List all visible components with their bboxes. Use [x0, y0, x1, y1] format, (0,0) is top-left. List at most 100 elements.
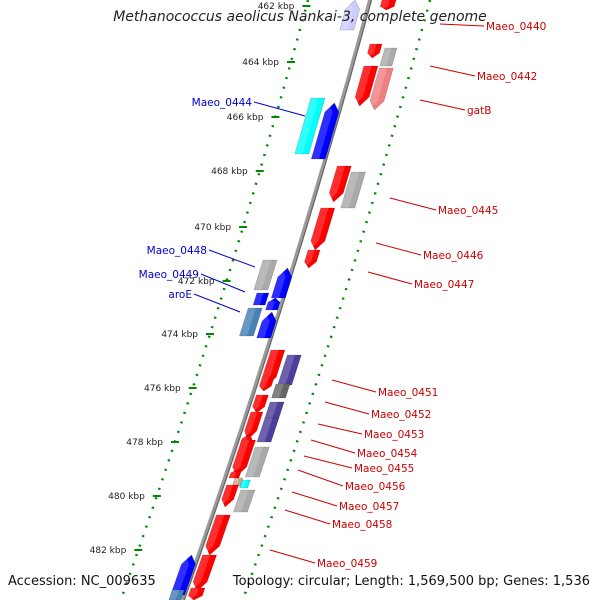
gene-maeo-0448b-sheen	[271, 268, 286, 298]
label-leader	[317, 423, 363, 435]
gene-maeo-0461-sheen	[187, 588, 199, 600]
gene-label-maeo-0459[interactable]: Maeo_0459	[317, 558, 377, 570]
gene-maeo-0453b-sheen	[242, 412, 258, 440]
gene-label-maeo-0446[interactable]: Maeo_0446	[423, 250, 484, 262]
gene-maeo-0439	[339, 0, 360, 31]
scale-tick-label: 462 kbp	[258, 2, 295, 12]
gene-label-maeo-0452[interactable]: Maeo_0452	[371, 409, 431, 421]
gene-maeo-0460	[192, 554, 218, 592]
label-leader	[419, 99, 466, 111]
gene-maeo-0444b-sheen	[311, 103, 333, 159]
gene-aroe	[238, 307, 263, 337]
scale-tick-label: 468 kbp	[211, 167, 248, 177]
gene-maeo-0447-sheen	[303, 250, 315, 268]
genome-summary-text: Topology: circular; Length: 1,569,500 bp…	[232, 574, 590, 589]
scale-tick-label: 464 kbp	[242, 58, 279, 68]
gene-maeo-0444-sheen	[294, 98, 319, 154]
gene-maeo-0461b	[168, 589, 185, 600]
gene-maeo-0456b-sheen	[232, 478, 240, 486]
gene-maeo-0448	[253, 259, 278, 291]
scale-tick-label: 466 kbp	[227, 113, 264, 123]
gene-maeo-0453-sheen	[264, 402, 278, 418]
gene-label-maeo-0449[interactable]: Maeo_0449	[139, 269, 199, 281]
gene-maeo-0453b	[244, 411, 264, 441]
gene-maeo-0439-sheen	[339, 0, 354, 30]
scale-tick-label: 476 kbp	[144, 384, 181, 394]
gene-arob	[265, 297, 281, 311]
gene-maeo-0445-sheen	[327, 166, 345, 202]
gene-label-maeo-0444[interactable]: Maeo_0444	[192, 97, 253, 109]
gene-maeo-0456c	[239, 479, 251, 489]
gene-aroe-b	[256, 311, 277, 339]
gene-label-maeo-0456[interactable]: Maeo_0456	[345, 481, 406, 493]
scale-tick-label: 470 kbp	[194, 223, 231, 233]
gene-label-maeo-0442[interactable]: Maeo_0442	[477, 71, 537, 83]
gene-maeo-0457-sheen	[219, 485, 234, 507]
gene-aroe-b-sheen	[256, 312, 270, 338]
gene-label-maeo-0457[interactable]: Maeo_0457	[339, 501, 399, 513]
gene-label-maeo-0451[interactable]: Maeo_0451	[378, 387, 438, 399]
gene-maeo-0456c-sheen	[239, 480, 247, 488]
gene-maeo-0445	[328, 165, 352, 203]
gene-maeo-0456	[228, 469, 242, 479]
label-leader	[331, 379, 377, 393]
gene-maeo-0448-sheen	[253, 260, 271, 290]
label-leader	[284, 509, 331, 525]
gene-label-maeo-0445[interactable]: Maeo_0445	[438, 205, 498, 217]
gene-gatb-sheen	[368, 68, 387, 110]
gene-maeo-0451b	[277, 354, 302, 386]
gene-maeo-0459-sheen	[203, 515, 225, 555]
gene-maeo-0440-sheen	[380, 0, 390, 10]
label-leader	[367, 271, 413, 285]
gene-maeo-0455-sheen	[230, 440, 250, 476]
gene-label-maeo-0453[interactable]: Maeo_0453	[364, 429, 424, 441]
gene-label-maeo-0440[interactable]: Maeo_0440	[486, 21, 546, 33]
gene-maeo-0452	[271, 383, 291, 399]
gene-label-maeo-0448[interactable]: Maeo_0448	[147, 245, 207, 257]
gene-maeo-0454-sheen	[257, 418, 273, 442]
gene-features	[168, 0, 398, 600]
gene-maeo-0455	[232, 439, 257, 477]
label-leader	[269, 549, 316, 564]
gene-maeo-0445b	[340, 171, 366, 209]
gene-label-maeo-0447[interactable]: Maeo_0447	[414, 279, 474, 291]
gene-label-maeo-0458[interactable]: Maeo_0458	[332, 519, 392, 531]
scale-ticks: 462 kbp 464 kbp 466 kbp 468 kbp 470 kbp 472 k…	[90, 2, 311, 556]
gene-label-gatb[interactable]: gatB	[467, 105, 491, 117]
gene-maeo-0458-sheen	[233, 490, 249, 512]
gene-maeo-0457	[221, 484, 240, 508]
gene-maeo-0445b-sheen	[340, 172, 360, 208]
label-leader	[193, 293, 241, 313]
gene-maeo-0456b	[231, 477, 244, 487]
gene-maeo-0449	[252, 292, 270, 306]
scale-tick-label: 478 kbp	[126, 438, 163, 448]
gene-maeo-0446-sheen	[308, 208, 329, 250]
label-leader	[429, 65, 476, 77]
gene-maeo-0451b-sheen	[277, 355, 295, 385]
label-leader	[253, 101, 306, 117]
gene-maeo-0441-sheen	[366, 44, 377, 58]
gene-maeo-0461b-sheen	[168, 590, 179, 600]
gene-maeo-0449-sheen	[253, 293, 264, 305]
gene-maeo-0446	[310, 207, 336, 251]
backbone-line	[180, 0, 372, 600]
gene-maeo-0456-sheen	[228, 470, 237, 478]
gene-label-maeo-0455[interactable]: Maeo_0455	[354, 463, 414, 475]
label-leader	[324, 401, 370, 415]
scale-tick-label: 472 kbp	[178, 277, 215, 287]
label-leader	[291, 491, 338, 507]
gene-label-aroe[interactable]: aroE	[168, 289, 192, 301]
label-leader	[200, 273, 246, 293]
gene-gatb	[369, 67, 394, 111]
gene-maeo-0440	[379, 0, 397, 11]
gene-arob-sheen	[265, 298, 275, 310]
gene-aroe-sheen	[239, 308, 256, 336]
gene-maeo-0444	[294, 97, 326, 155]
gene-label-maeo-0454[interactable]: Maeo_0454	[357, 448, 418, 460]
gene-maeo-0442-sheen	[353, 66, 372, 106]
gene-maeo-0452b-sheen	[251, 395, 263, 413]
gene-maeo-0459	[205, 514, 231, 556]
label-leader	[303, 455, 353, 469]
gene-maeo-0452b	[252, 394, 269, 414]
gene-maeo-0461	[187, 587, 206, 600]
